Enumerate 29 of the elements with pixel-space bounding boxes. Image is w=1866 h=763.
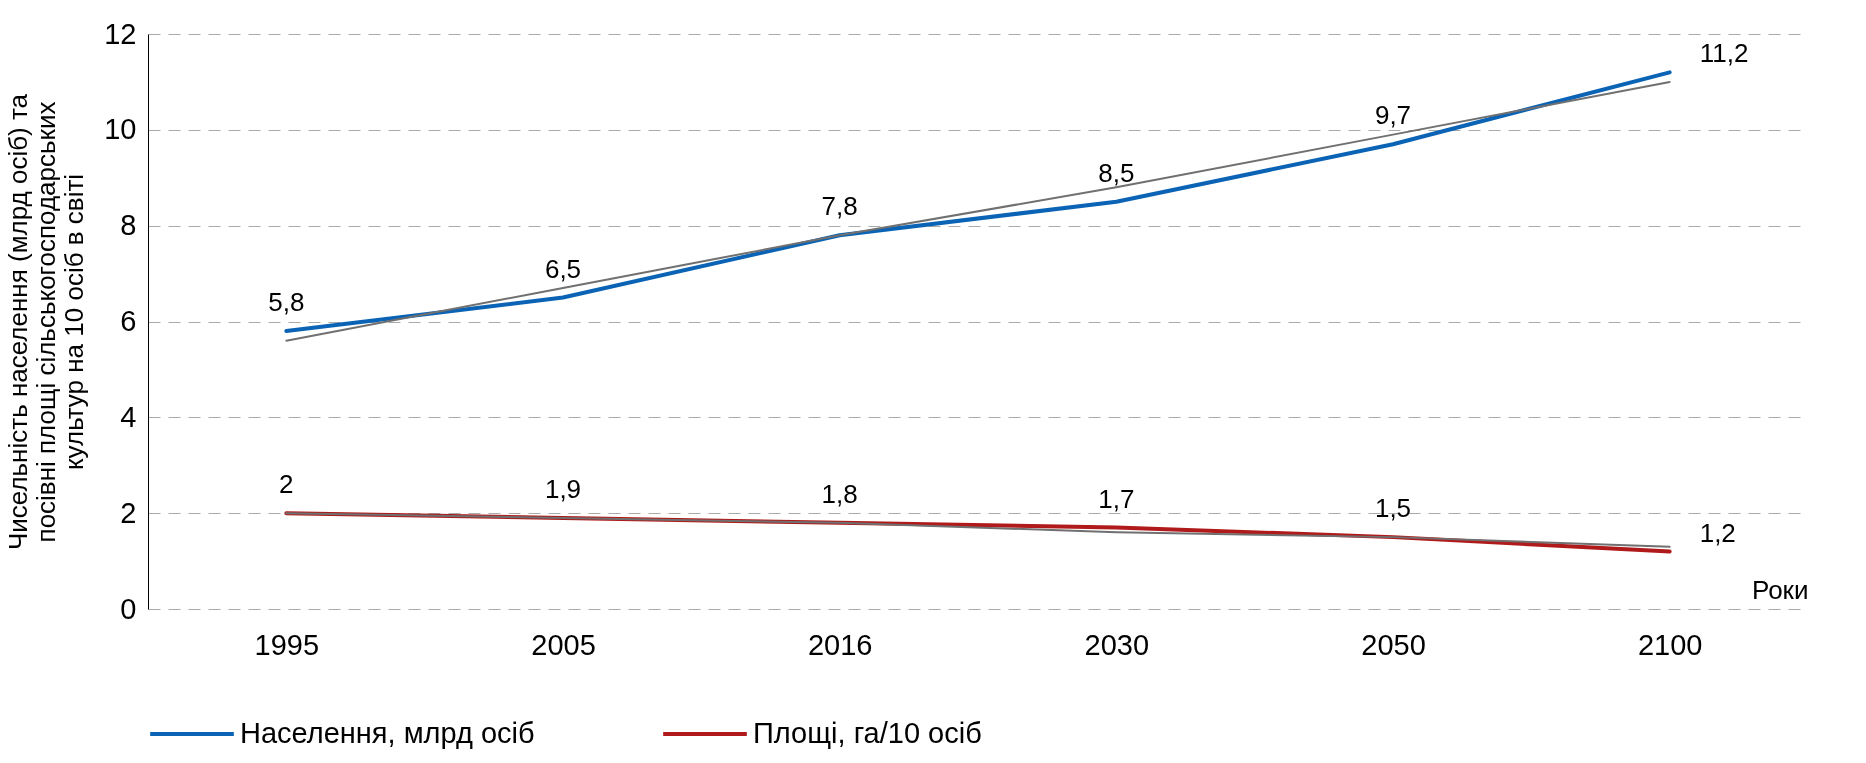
data-label: 11,2 bbox=[1699, 38, 1749, 69]
data-label: 5,8 bbox=[268, 287, 305, 318]
x-tick-label: 2100 bbox=[1637, 628, 1703, 661]
data-label: 2 bbox=[279, 469, 294, 500]
y-tick-label: 4 bbox=[120, 400, 137, 433]
x-axis-title: Роки bbox=[1751, 574, 1809, 605]
data-label: 7,8 bbox=[821, 191, 858, 222]
y-tick-label: 6 bbox=[120, 305, 137, 337]
x-tick-label: 1995 bbox=[254, 628, 320, 661]
data-label: 9,7 bbox=[1374, 100, 1412, 131]
y-tick-label: 12 bbox=[104, 17, 137, 50]
data-label: 1,9 bbox=[544, 473, 582, 504]
y-axis-title: Чисельність населення (млрд осіб) та посівні площі сільськогосподарських культур на 10 осіб в світі bbox=[3, 93, 90, 551]
data-label: 6,5 bbox=[544, 253, 582, 284]
data-label: 1,5 bbox=[1374, 493, 1412, 524]
y-tick-label: 2 bbox=[120, 496, 137, 529]
legend-label: Площі, га/10 осіб bbox=[753, 717, 982, 749]
y-tick-label: 8 bbox=[120, 209, 137, 242]
y-tick-label: 10 bbox=[104, 113, 137, 146]
data-label: 1,2 bbox=[1699, 517, 1736, 548]
data-label: 8,5 bbox=[1098, 157, 1135, 188]
x-tick-label: 2016 bbox=[807, 628, 873, 661]
x-tick-label: 2005 bbox=[531, 628, 596, 661]
data-label: 1,8 bbox=[821, 478, 858, 509]
legend-label: Населення, млрд осіб bbox=[240, 717, 535, 749]
y-tick-label: 0 bbox=[120, 592, 137, 625]
x-tick-label: 2030 bbox=[1084, 628, 1150, 661]
data-label: 1,7 bbox=[1098, 483, 1135, 514]
x-tick-label: 2050 bbox=[1361, 628, 1426, 661]
